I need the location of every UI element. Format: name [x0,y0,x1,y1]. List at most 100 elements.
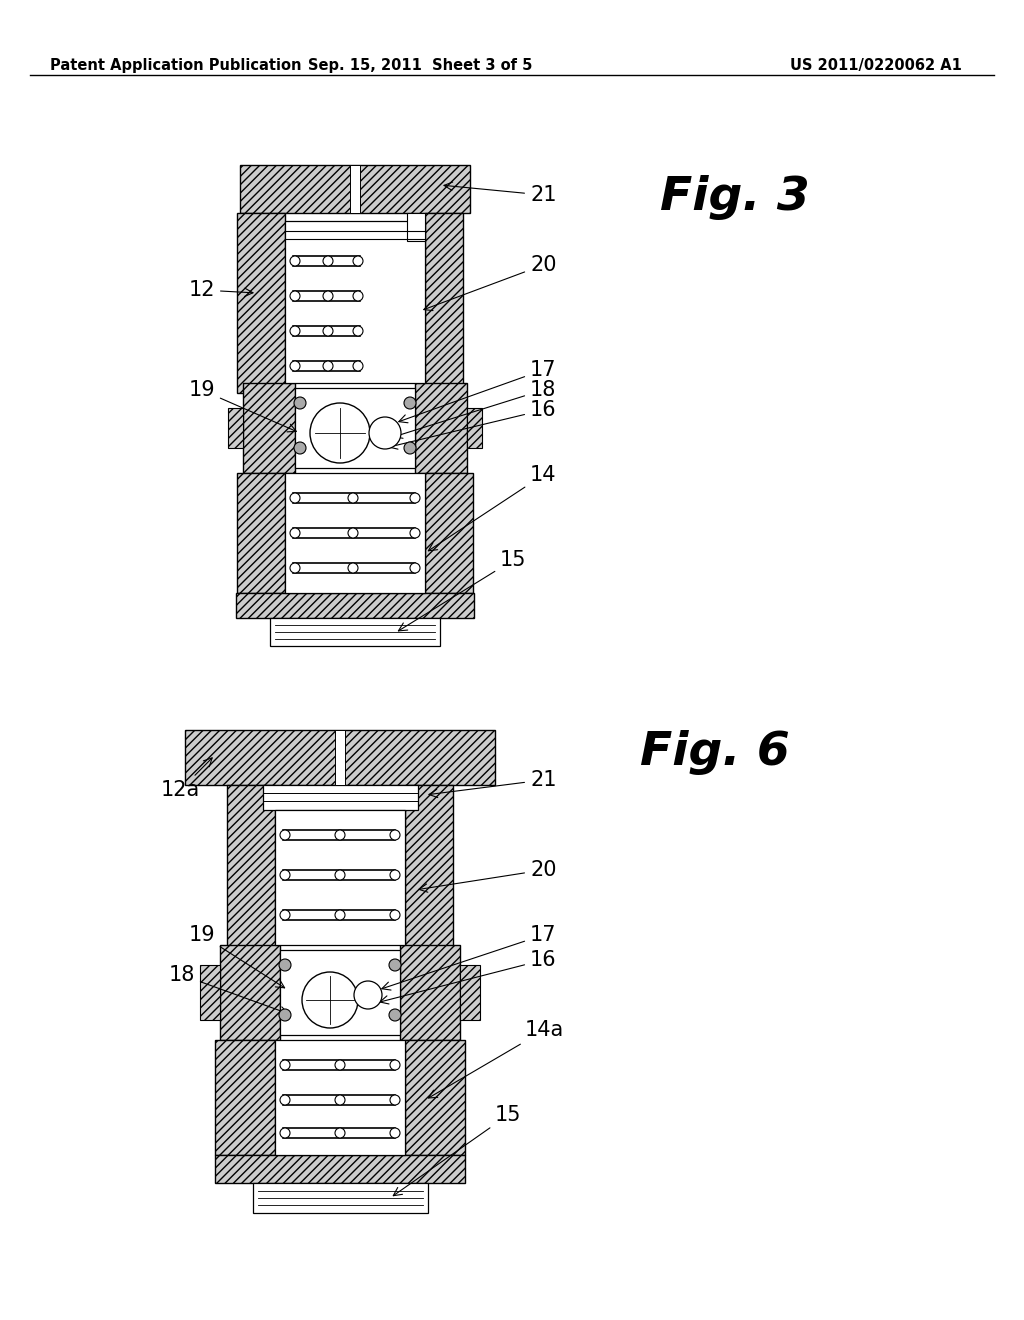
Text: Fig. 3: Fig. 3 [660,176,810,220]
Bar [335,730,345,785]
Bar [200,965,220,1020]
Circle shape [404,397,416,409]
Circle shape [348,492,358,503]
Bar [253,1183,428,1213]
Bar [400,945,460,1040]
Circle shape [280,870,290,880]
Text: 16: 16 [380,950,557,1005]
Circle shape [353,256,362,267]
Bar [425,213,463,393]
Bar [215,1040,275,1155]
Bar [425,473,473,593]
Circle shape [335,1096,345,1105]
Bar [236,593,474,618]
Text: 20: 20 [424,255,556,310]
Text: 18: 18 [394,380,556,438]
Circle shape [348,528,358,539]
Circle shape [390,1060,400,1071]
Text: 15: 15 [393,1105,521,1196]
Bar [415,383,467,473]
Circle shape [280,1060,290,1071]
Bar [237,473,285,593]
Circle shape [279,960,291,972]
Bar [295,388,415,469]
Text: Fig. 6: Fig. 6 [640,730,790,775]
Text: 20: 20 [419,861,556,892]
Circle shape [390,1129,400,1138]
Circle shape [294,442,306,454]
Circle shape [280,909,290,920]
Circle shape [390,830,400,840]
Circle shape [389,960,401,972]
Bar [280,950,400,1035]
Text: Sep. 15, 2011  Sheet 3 of 5: Sep. 15, 2011 Sheet 3 of 5 [308,58,532,73]
Text: 19: 19 [188,925,285,987]
Bar [350,165,360,213]
Bar [220,945,280,1040]
Circle shape [390,870,400,880]
Circle shape [335,830,345,840]
Circle shape [279,1008,291,1020]
Circle shape [390,1096,400,1105]
Bar [285,220,425,383]
Circle shape [335,870,345,880]
Circle shape [353,326,362,337]
Bar [228,408,243,447]
Circle shape [410,564,420,573]
Text: 14a: 14a [428,1020,564,1098]
Circle shape [369,417,401,449]
Circle shape [390,909,400,920]
Circle shape [323,360,333,371]
Text: US 2011/0220062 A1: US 2011/0220062 A1 [790,58,962,73]
Circle shape [310,403,370,463]
Bar [185,730,495,785]
Circle shape [290,290,300,301]
Circle shape [335,909,345,920]
Circle shape [280,1129,290,1138]
Text: 15: 15 [398,550,526,631]
Text: 12a: 12a [161,758,212,800]
Circle shape [389,1008,401,1020]
Circle shape [410,528,420,539]
Bar [240,165,470,213]
Text: 21: 21 [429,770,556,797]
Bar [406,1040,465,1155]
Text: 12: 12 [188,280,253,300]
Circle shape [294,397,306,409]
Bar [275,810,406,945]
Circle shape [290,528,300,539]
Circle shape [335,1060,345,1071]
Circle shape [410,492,420,503]
Bar [270,618,440,645]
Circle shape [323,256,333,267]
Circle shape [280,830,290,840]
Text: 14: 14 [428,465,556,550]
Circle shape [354,981,382,1008]
Bar [467,408,482,447]
Circle shape [290,360,300,371]
Circle shape [353,360,362,371]
Text: 18: 18 [169,965,288,1015]
Circle shape [404,442,416,454]
Bar [407,213,425,242]
Circle shape [323,326,333,337]
Bar [460,965,480,1020]
Circle shape [302,972,358,1028]
Text: 17: 17 [398,360,556,422]
Circle shape [353,290,362,301]
Text: 19: 19 [188,380,296,432]
Circle shape [348,564,358,573]
Circle shape [290,492,300,503]
Bar [263,785,418,810]
Bar [243,383,295,473]
Bar [227,785,275,950]
Text: 21: 21 [444,182,556,205]
Text: 16: 16 [389,400,557,449]
Circle shape [290,256,300,267]
Circle shape [290,326,300,337]
Circle shape [290,564,300,573]
Circle shape [335,1129,345,1138]
Bar [406,785,453,950]
Bar [237,213,285,393]
Bar [275,1040,406,1155]
